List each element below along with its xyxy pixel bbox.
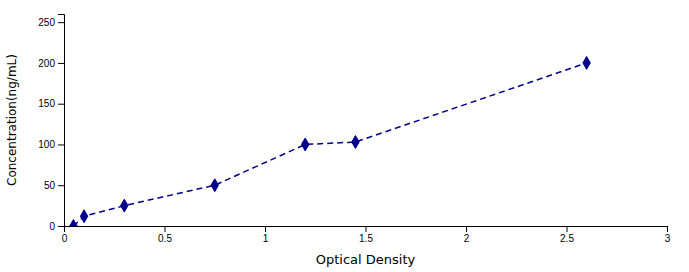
point — [352, 136, 359, 149]
x-tick: 1.5 — [359, 226, 373, 244]
x-tick-label: 2 — [464, 233, 470, 244]
x-tick: 2 — [464, 226, 470, 244]
y-tick-label: 200 — [38, 58, 55, 69]
y-tick-label: 50 — [44, 180, 56, 191]
x-axis: 0 0.5 1 1.5 2 2.5 3 — [62, 226, 671, 244]
x-tick: 0.5 — [158, 226, 172, 244]
y-tick: 0 — [49, 221, 64, 232]
marks — [70, 56, 591, 226]
y-axis-line — [58, 15, 65, 227]
x-tick-label: 0 — [62, 233, 68, 244]
point — [211, 179, 218, 192]
point — [121, 199, 128, 212]
y-tick-label: 0 — [49, 221, 55, 232]
x-tick: 1 — [263, 226, 269, 244]
x-tick-mark — [366, 226, 367, 232]
x-tick-label: 3 — [665, 233, 671, 244]
x-tick-label: 2.5 — [560, 233, 574, 244]
point — [80, 210, 87, 223]
x-tick-label: 0.5 — [158, 233, 172, 244]
x-tick-mark — [165, 226, 166, 232]
x-tick: 0 — [62, 226, 68, 244]
y-tick: 250 — [38, 17, 64, 28]
x-tick-label: 1.5 — [359, 233, 373, 244]
x-tick-mark — [466, 226, 467, 232]
y-tick: 100 — [38, 139, 64, 150]
x-axis-title: Optical Density — [316, 252, 416, 267]
y-tick-mark — [58, 63, 64, 64]
y-tick-mark — [58, 144, 64, 145]
line — [73, 63, 586, 226]
point — [301, 138, 308, 151]
y-tick: 50 — [44, 180, 64, 191]
y-tick-label: 250 — [38, 17, 55, 28]
chart: 0 0.5 1 1.5 2 2.5 3 0 50 100 150 200 250 Optical Dens… — [0, 0, 689, 272]
x-axis-line — [65, 227, 668, 233]
x-tick-mark — [567, 226, 568, 232]
y-tick-mark — [58, 104, 64, 105]
y-tick-mark — [58, 226, 64, 227]
y-tick-mark — [58, 22, 64, 23]
x-tick-mark — [667, 226, 668, 232]
x-tick-mark — [265, 226, 266, 232]
y-tick-label: 100 — [38, 139, 55, 150]
y-tick: 200 — [38, 58, 64, 69]
y-axis-title: Concentration(ng/mL) — [5, 54, 19, 186]
plot: 0 0.5 1 1.5 2 2.5 3 0 50 100 150 200 250 — [38, 15, 670, 245]
y-axis: 0 50 100 150 200 250 — [38, 15, 64, 232]
x-tick: 3 — [665, 226, 671, 244]
x-tick-label: 1 — [263, 233, 269, 244]
x-tick: 2.5 — [560, 226, 574, 244]
point — [583, 56, 590, 69]
y-tick-mark — [58, 185, 64, 186]
point — [70, 220, 77, 226]
y-tick: 150 — [38, 98, 64, 109]
y-tick-label: 150 — [38, 98, 55, 109]
